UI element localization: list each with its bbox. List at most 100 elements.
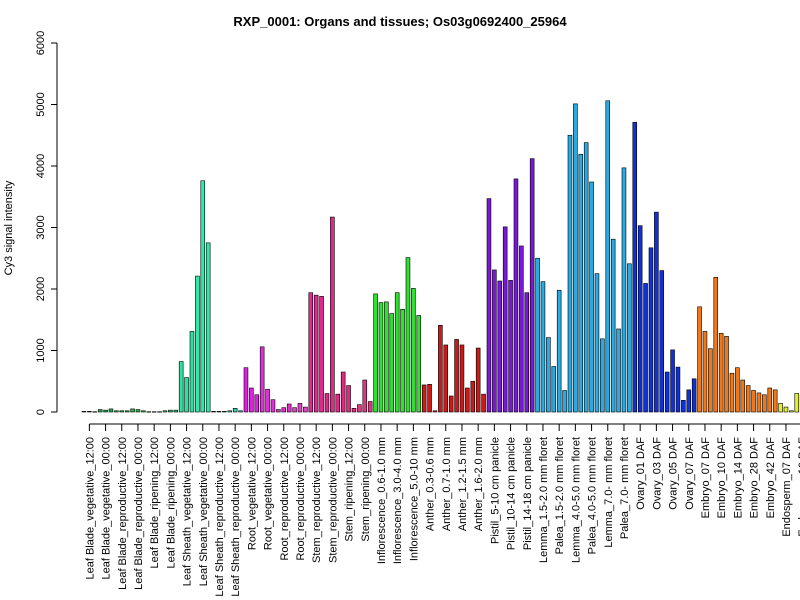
x-tick-label: Endosperm_07 DAF <box>781 437 793 537</box>
x-tick-label: Ovary_01 DAF <box>635 437 647 510</box>
bar <box>232 408 238 413</box>
bar <box>157 411 162 413</box>
x-tick-label: Leaf Sheath_vegetative_00:00 <box>198 437 210 586</box>
y-axis-label: Cy3 signal intensity <box>3 180 15 275</box>
bar <box>103 409 108 413</box>
x-tick-label: Root_reproductive_12:00 <box>279 437 291 561</box>
bar <box>556 289 562 413</box>
bar <box>643 283 648 413</box>
bar <box>691 378 697 413</box>
bar <box>778 403 783 413</box>
bar <box>313 294 319 413</box>
bar <box>708 348 713 413</box>
bar <box>475 347 481 413</box>
bar <box>578 154 584 413</box>
y-axis: 0 1000 2000 3000 4000 5000 6000 <box>35 31 58 415</box>
y-tick-label: 5000 <box>35 92 47 116</box>
y-tick-label: 1000 <box>35 338 47 362</box>
bar <box>740 379 746 413</box>
bar <box>794 393 800 413</box>
bar <box>184 377 189 413</box>
bar <box>114 410 119 413</box>
bar <box>465 387 470 413</box>
chart-title: RXP_0001: Organs and tissues; Os03g06924… <box>233 14 567 29</box>
x-tick-label: Leaf Sheath_reproductive_00:00 <box>230 437 242 597</box>
x-tick-label: Stem_reproductive_12:00 <box>311 437 323 563</box>
bar <box>265 388 270 413</box>
x-tick-label: Embryo_07 DAF <box>700 437 712 519</box>
bar <box>573 103 578 413</box>
bar <box>189 331 195 413</box>
bar <box>481 393 486 413</box>
bar <box>751 390 756 413</box>
x-tick-label: Leaf Blade_reproductive_12:00 <box>117 437 129 590</box>
x-tick-label: Anther_1.2-1.5 mm <box>457 437 469 531</box>
bar <box>384 301 389 413</box>
y-tick-label: 4000 <box>35 154 47 178</box>
bar <box>308 292 314 413</box>
bar <box>502 226 508 413</box>
x-tick-label: Leaf Sheath_reproductive_12:00 <box>214 437 226 597</box>
bar <box>681 400 686 413</box>
bar <box>713 277 719 413</box>
x-tick-label: Leaf Sheath_vegetative_12:00 <box>182 437 194 586</box>
bar <box>551 366 557 413</box>
bar <box>524 292 530 413</box>
bar <box>195 275 200 413</box>
bar <box>443 344 449 413</box>
bar <box>756 392 762 413</box>
bar <box>357 404 362 413</box>
x-tick-label: Lemma_1.5-2.0 mm floret <box>538 437 550 563</box>
bar <box>124 410 130 413</box>
bar <box>589 181 594 413</box>
bar <box>535 257 540 413</box>
bar <box>654 211 659 413</box>
x-tick-label: Pistil_5-10 cm panicle <box>489 437 501 544</box>
bar <box>470 380 476 413</box>
bar <box>92 411 98 413</box>
x-tick-label: Leaf Blade_ripening_12:00 <box>149 437 161 569</box>
bar <box>670 349 675 413</box>
bar <box>340 371 346 413</box>
bar <box>513 178 519 413</box>
bar <box>281 407 287 413</box>
bar <box>130 408 135 413</box>
bar <box>432 410 438 413</box>
bar <box>276 409 281 413</box>
bar <box>616 328 621 413</box>
bar <box>583 142 589 413</box>
bar <box>540 281 546 413</box>
y-tick-label: 3000 <box>35 215 47 239</box>
bar <box>394 292 400 413</box>
bar <box>330 216 335 413</box>
bar <box>454 339 459 413</box>
x-tick-label: Anther_1.6-2.0 mm <box>473 437 485 531</box>
bar <box>411 288 416 413</box>
bar <box>686 389 692 413</box>
bar <box>173 409 179 413</box>
bar <box>367 401 373 413</box>
bar <box>335 393 341 413</box>
x-tick-label: Endosperm_10 DAF <box>797 437 800 537</box>
bar <box>697 306 702 413</box>
bar <box>627 263 632 413</box>
bar <box>297 403 303 413</box>
x-tick-label: Stem_ripening_12:00 <box>344 437 356 542</box>
x-axis: Leaf Blade_vegetative_12:00 Leaf Blade_ve… <box>84 423 800 597</box>
x-tick-label: Leaf Blade_vegetative_00:00 <box>101 437 113 580</box>
x-tick-label: Anther_0.7-1.0 mm <box>441 437 453 531</box>
x-tick-label: Leaf Blade_reproductive_00:00 <box>133 437 145 590</box>
bar <box>162 410 168 413</box>
bar <box>168 409 173 413</box>
y-tick-label: 6000 <box>35 31 47 55</box>
bar <box>97 409 103 413</box>
bar <box>178 361 184 413</box>
bar <box>508 280 513 413</box>
bar <box>200 180 206 413</box>
bar <box>292 407 297 413</box>
bar <box>249 387 254 413</box>
bar <box>346 385 351 413</box>
bar <box>664 371 670 413</box>
bar <box>389 313 395 413</box>
bar <box>772 389 778 413</box>
